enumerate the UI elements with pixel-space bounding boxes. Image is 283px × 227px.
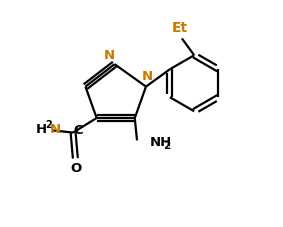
Text: 2: 2 (163, 141, 170, 151)
Text: N: N (142, 70, 153, 83)
Text: C: C (73, 124, 83, 137)
Text: N: N (50, 123, 61, 136)
Text: Et: Et (171, 21, 188, 35)
Text: N: N (103, 49, 115, 62)
Text: NH: NH (149, 136, 171, 149)
Text: H: H (36, 123, 47, 136)
Text: 2: 2 (45, 120, 52, 130)
Text: O: O (70, 162, 81, 175)
